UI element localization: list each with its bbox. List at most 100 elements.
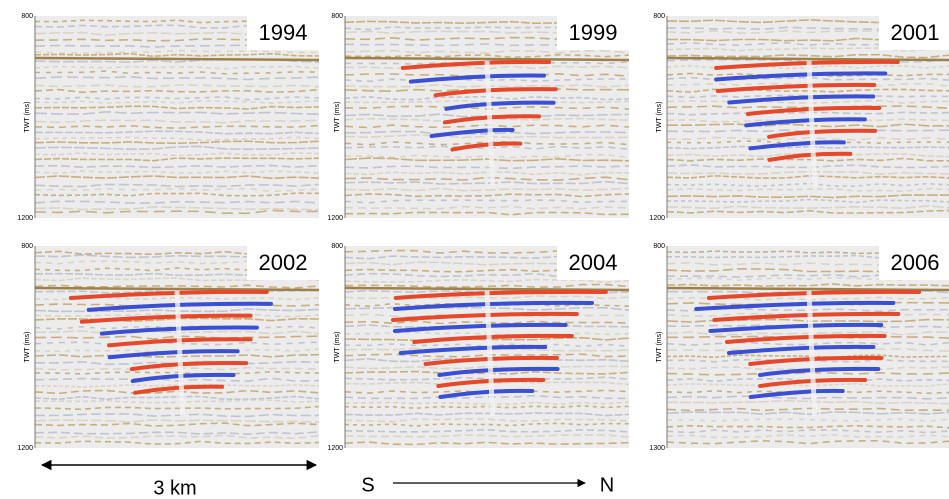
reflector	[666, 358, 949, 363]
year-label: 2002	[259, 250, 308, 275]
reflector	[666, 354, 949, 359]
reflector	[344, 193, 630, 198]
reflector	[34, 267, 320, 272]
horizon	[666, 286, 949, 292]
reflector	[34, 405, 320, 411]
y-top-label: 800	[21, 243, 33, 250]
year-label: 2001	[891, 20, 940, 45]
reflector	[666, 407, 949, 412]
reflector	[344, 117, 630, 122]
reflector	[344, 418, 630, 423]
reflector	[34, 206, 320, 211]
reflector	[666, 88, 949, 93]
year-box	[879, 16, 949, 50]
reflector	[34, 37, 320, 42]
reflector	[34, 399, 320, 404]
amplitude-band	[392, 322, 568, 333]
y-top-label: 800	[21, 13, 33, 20]
y-axis-label: TWT (ms)	[24, 102, 31, 133]
seismic-panel: 800 1200 TWT (ms) 1999	[327, 13, 630, 222]
reflector	[34, 422, 320, 427]
reflector	[667, 123, 949, 128]
amplitude-band	[744, 117, 867, 128]
amplitude-band	[438, 388, 535, 399]
amplitude-band	[727, 344, 876, 355]
reflector	[34, 192, 320, 197]
reflector	[35, 70, 320, 75]
reflector	[666, 204, 949, 210]
reflector	[34, 377, 320, 382]
reflector	[34, 130, 320, 135]
reflector	[344, 381, 630, 386]
reflector	[344, 320, 630, 325]
amplitude-band	[393, 300, 594, 311]
reflector	[666, 433, 949, 439]
reflector	[34, 308, 320, 313]
amplitude-band	[393, 289, 608, 300]
reflector	[344, 343, 630, 348]
reflector	[344, 376, 630, 381]
reflector	[34, 65, 320, 70]
reflector	[666, 94, 949, 99]
reflector	[344, 336, 630, 342]
reflector	[666, 307, 949, 313]
reflector	[34, 260, 320, 265]
reflector	[34, 157, 320, 162]
amplitude-band	[767, 128, 878, 139]
reflector	[344, 124, 630, 129]
horizon	[34, 286, 320, 292]
reflector	[34, 395, 320, 401]
reflector	[34, 84, 320, 88]
amplitude-band	[400, 59, 552, 70]
reflector	[344, 412, 630, 417]
reflector	[34, 431, 320, 436]
chimney	[484, 290, 496, 417]
reflector	[34, 105, 320, 110]
reflector	[666, 395, 949, 400]
reflector	[666, 145, 949, 150]
reflector	[666, 276, 949, 282]
reflector	[35, 383, 320, 388]
horizon	[344, 56, 630, 62]
reflector	[344, 353, 630, 358]
reflector	[34, 250, 320, 256]
reflector	[34, 164, 320, 169]
seismic-panel: 800 1200 TWT (ms) 2004	[327, 243, 630, 452]
amplitude-band	[408, 73, 546, 84]
y-top-label: 800	[653, 243, 665, 250]
horizon	[344, 286, 630, 292]
reflector	[34, 370, 320, 376]
horizon	[666, 56, 949, 62]
y-bottom-label: 1200	[327, 445, 343, 452]
reflector	[344, 180, 630, 185]
reflector	[34, 96, 320, 101]
reflector	[666, 382, 949, 387]
reflector	[344, 134, 630, 139]
y-bottom-label: 1200	[17, 445, 33, 452]
reflector	[666, 136, 949, 141]
reflector	[344, 36, 630, 41]
chimney	[484, 60, 496, 187]
reflector	[34, 353, 320, 358]
reflector	[666, 82, 949, 88]
amplitude-band	[725, 333, 887, 344]
amplitude-band	[68, 289, 269, 300]
reflector	[34, 183, 320, 188]
reflector	[666, 194, 949, 199]
horizon	[34, 56, 320, 62]
reflector	[34, 366, 320, 371]
y-bottom-label: 1200	[17, 215, 33, 222]
chimney	[806, 290, 818, 417]
reflector	[666, 174, 949, 179]
reflector	[344, 205, 630, 210]
reflector	[344, 428, 630, 433]
year-label: 1994	[259, 20, 308, 45]
reflector	[667, 418, 949, 422]
reflector	[666, 99, 949, 104]
year-box	[557, 246, 629, 280]
amplitude-band	[767, 151, 853, 162]
direction-from: S	[361, 474, 374, 496]
amplitude-band	[708, 322, 884, 333]
reflector	[344, 99, 630, 104]
reflector	[666, 399, 949, 405]
